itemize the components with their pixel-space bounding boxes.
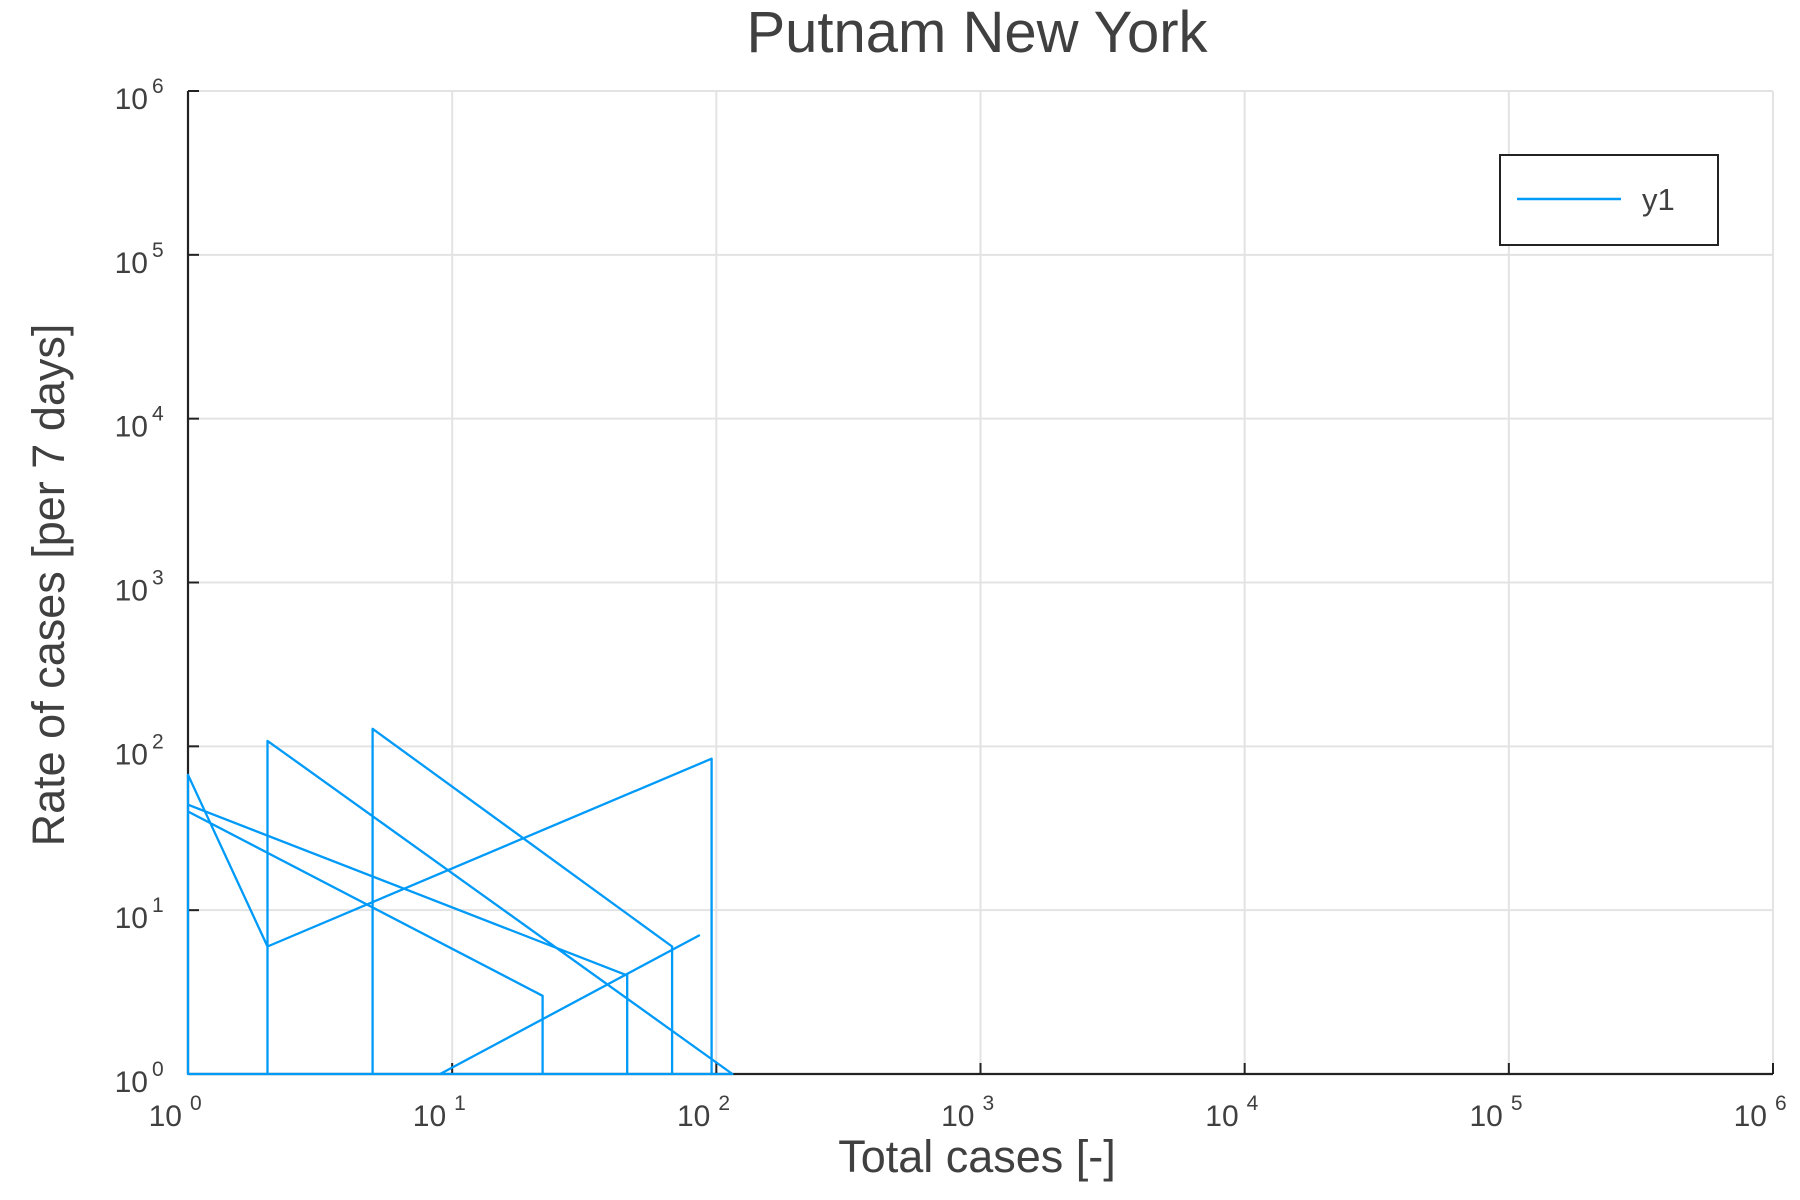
y-axis-label: Rate of cases [per 7 days]: [23, 324, 74, 847]
y-tick-label: 10: [115, 738, 148, 771]
x-tick-exponent: 4: [1247, 1092, 1259, 1115]
y-tick-exponent: 5: [152, 239, 164, 262]
y-tick-label: 10: [115, 902, 148, 935]
x-axis-label: Total cases [-]: [838, 1131, 1116, 1182]
y-tick-exponent: 1: [152, 894, 164, 917]
x-tick-exponent: 1: [454, 1092, 466, 1115]
x-tick-exponent: 6: [1775, 1092, 1787, 1115]
x-tick-label: 10: [1734, 1100, 1767, 1133]
y-tick-label: 10: [115, 247, 148, 280]
x-tick-exponent: 3: [983, 1092, 995, 1115]
legend: y1: [1499, 154, 1719, 246]
x-tick-label: 10: [677, 1100, 710, 1133]
y-tick-label: 10: [115, 1066, 148, 1099]
x-tick-label: 10: [1205, 1100, 1238, 1133]
y-tick-label: 10: [115, 411, 148, 444]
legend-label-y1: y1: [1642, 182, 1675, 217]
y-tick-exponent: 3: [152, 567, 164, 590]
x-tick-exponent: 2: [718, 1092, 730, 1115]
y-tick-label: 10: [115, 575, 148, 608]
y-tick-exponent: 0: [152, 1058, 164, 1081]
series-line-y1: [186, 727, 734, 1076]
x-tick-label: 10: [149, 1100, 182, 1133]
series-layer: [186, 727, 734, 1076]
x-tick-exponent: 5: [1511, 1092, 1523, 1115]
x-tick-label: 10: [941, 1100, 974, 1133]
x-tick-exponent: 0: [190, 1092, 202, 1115]
x-tick-label: 10: [1469, 1100, 1502, 1133]
y-tick-exponent: 2: [152, 730, 164, 753]
chart-title: Putnam New York: [746, 0, 1208, 65]
grid: [188, 90, 1774, 1074]
tick-labels: 10 0 10 1 10 2 10 3 10 4 10 5 10 610 010 110 210 310 410 51…: [115, 75, 1787, 1133]
x-tick-label: 10: [413, 1100, 446, 1133]
y-tick-exponent: 4: [152, 403, 164, 426]
y-tick-exponent: 6: [152, 75, 164, 98]
y-tick-label: 10: [115, 83, 148, 116]
